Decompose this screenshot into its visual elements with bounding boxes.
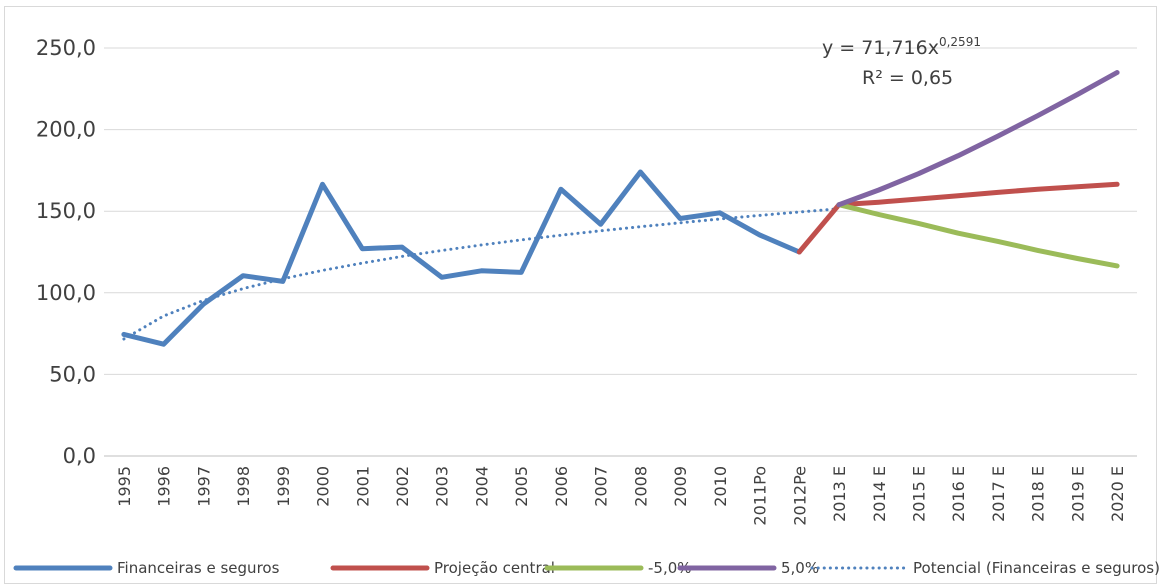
x-tick-label: 2009 [671, 466, 690, 507]
chart-frame [4, 6, 1157, 584]
x-tick-label: 2000 [314, 466, 333, 507]
x-tick-label: 2005 [512, 466, 531, 507]
x-tick-label: 1999 [274, 466, 293, 507]
x-tick-label: 2002 [393, 466, 412, 507]
trendline-equation: y = 71,716x0,2591 [822, 35, 981, 59]
legend-label-2: -5,0% [648, 559, 692, 577]
x-tick-label: 2001 [353, 466, 372, 507]
x-tick-label: 2011Po [751, 466, 770, 526]
series-line-0 [121, 169, 802, 347]
x-tick-label: 2015 E [909, 466, 928, 522]
series-line-2 [836, 202, 1120, 269]
x-tick-label: 2008 [631, 466, 650, 507]
y-tick-label: 150,0 [36, 199, 96, 223]
series-line-3 [836, 70, 1120, 208]
x-tick-label: 1995 [115, 466, 134, 507]
x-tick-label: 2013 E [830, 466, 849, 522]
x-tick-label: 2014 E [870, 466, 889, 522]
legend-label-3: 5,0% [781, 559, 819, 577]
x-tick-label: 1996 [155, 466, 174, 507]
x-tick-label: 2010 [711, 466, 730, 507]
legend-label-1: Projeção central [434, 559, 555, 577]
legend-label-4: Potencial (Financeiras e seguros) [913, 559, 1160, 577]
y-tick-label: 50,0 [49, 362, 96, 386]
x-tick-label: 2012Pe [790, 466, 809, 526]
y-tick-label: 250,0 [36, 36, 96, 60]
x-tick-label: 2006 [552, 466, 571, 507]
x-tick-label: 2016 E [949, 466, 968, 522]
r-squared-label: R² = 0,65 [862, 67, 953, 89]
x-tick-label: 2017 E [989, 466, 1008, 522]
x-tick-label: 2004 [472, 466, 491, 507]
y-tick-label: 100,0 [36, 281, 96, 305]
legend-label-0: Financeiras e seguros [117, 559, 280, 577]
x-tick-label: 2019 E [1068, 466, 1087, 522]
x-tick-label: 2003 [433, 466, 452, 507]
x-tick-label: 2007 [592, 466, 611, 507]
y-tick-label: 0,0 [63, 444, 96, 468]
x-tick-label: 2018 E [1029, 466, 1048, 522]
x-tick-label: 1998 [234, 466, 253, 507]
x-tick-label: 2020 E [1108, 466, 1127, 522]
series-line-4 [122, 207, 841, 341]
series-line-1 [796, 181, 1120, 255]
x-tick-label: 1997 [194, 466, 213, 507]
y-tick-label: 200,0 [36, 118, 96, 142]
